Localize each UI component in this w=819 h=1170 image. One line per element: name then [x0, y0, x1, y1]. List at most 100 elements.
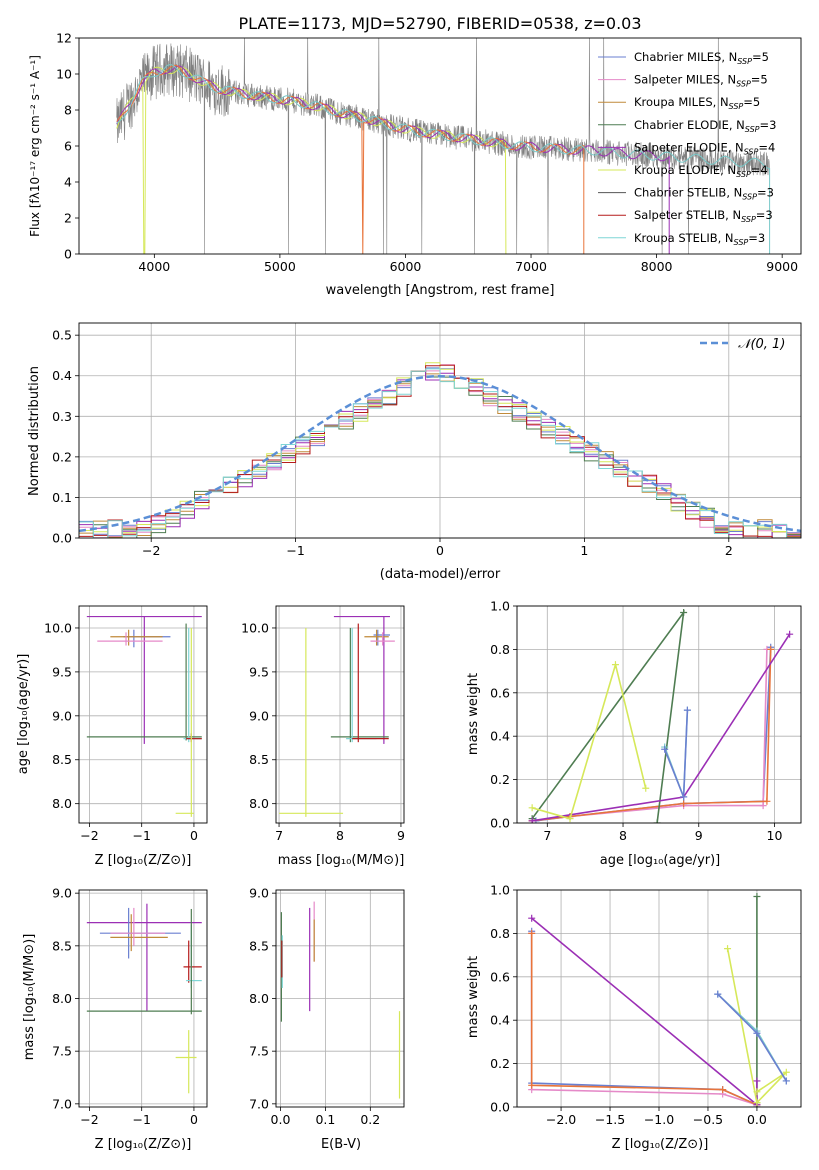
y-tick-label: 0.1 — [52, 490, 72, 505]
axes-frame — [78, 37, 802, 255]
y-tick-label: 0 — [64, 247, 72, 262]
series-marker — [680, 799, 688, 807]
legend-label: Kroupa ELODIE, NSSP=4 — [634, 163, 768, 179]
legend-label-main: Kroupa STELIB, N — [634, 231, 734, 245]
y-tick-label: 8.0 — [249, 991, 269, 1006]
legend-label-suffix: =5 — [743, 95, 760, 109]
spectrum-plot-area: 4000 5000 6000 7000 8000 9000 0 2 4 6 8 10 12 — [56, 31, 802, 274]
y-tick-label: 0.2 — [52, 449, 72, 464]
series-marker — [528, 1081, 536, 1089]
mass-z-xlabel: Z [log₁₀(Z/Z⊙)] — [95, 1137, 192, 1152]
x-tick-label: 8 — [619, 828, 627, 843]
x-tick-label: −2.0 — [546, 1112, 576, 1127]
series-marker — [753, 893, 761, 901]
age-mass-plot-area: 7 8 9 8.0 8.5 9.0 9.5 10.0 — [241, 605, 405, 843]
series-line — [531, 661, 647, 820]
x-tick-label: 0.0 — [271, 1112, 291, 1127]
legend-label: Chabrier STELIB, NSSP=3 — [634, 186, 774, 202]
x-tick-label: −1 — [286, 543, 304, 558]
axes-frame — [275, 889, 405, 1108]
x-tick-label: 0 — [190, 828, 198, 843]
series-marker — [753, 1029, 761, 1037]
legend-label: Chabrier MILES, NSSP=5 — [634, 50, 769, 66]
residual-histogram-panel: −2 −1 0 1 2 0.0 0.1 0.2 0.3 0.4 0.5 (data-model)/e… — [27, 322, 802, 582]
x-tick-label: −2 — [80, 1112, 98, 1127]
mass-vs-metallicity-panel: −2 −1 0 7.0 7.5 8.0 8.5 9.0 Z [log₁₀(Z/Z⊙)] mas… — [22, 886, 208, 1152]
x-tick-label: 2 — [725, 543, 733, 558]
y-tick-label: 8.5 — [249, 938, 269, 953]
series-line — [532, 649, 768, 822]
y-tick-label: 10 — [56, 67, 72, 82]
legend-label-sub: SSP — [736, 170, 751, 179]
x-tick-label: 0.2 — [360, 1112, 380, 1127]
mw-z-xlabel: Z [log₁₀(Z/Z⊙)] — [612, 1137, 709, 1152]
legend-label: Chabrier ELODIE, NSSP=3 — [634, 118, 776, 134]
x-tick-label: 5000 — [264, 259, 296, 274]
series-line — [530, 933, 758, 1106]
y-tick-label: 4 — [64, 175, 72, 190]
y-tick-label: 8.0 — [52, 796, 72, 811]
legend-label-suffix: =4 — [751, 163, 768, 177]
x-tick-label: 0 — [436, 543, 444, 558]
x-tick-label: −2 — [80, 828, 98, 843]
series-marker — [753, 1099, 761, 1107]
spectrum-xlabel: wavelength [Angstrom, rest frame] — [326, 283, 555, 298]
y-tick-label: 10.0 — [241, 620, 269, 635]
series-marker — [767, 645, 775, 653]
legend-label-main: Chabrier STELIB, N — [634, 186, 742, 200]
y-tick-label: 0.0 — [52, 531, 72, 546]
x-tick-label: 8000 — [641, 259, 673, 274]
legend-label: Kroupa MILES, NSSP=5 — [634, 95, 760, 111]
x-tick-label: 8 — [336, 828, 344, 843]
legend-label: Salpeter STELIB, NSSP=3 — [634, 208, 773, 224]
x-tick-label: 9000 — [766, 259, 798, 274]
spectrum-legend: Chabrier MILES, NSSP=5 Salpeter MILES, NS… — [598, 50, 776, 247]
y-tick-label: 9.0 — [249, 886, 269, 901]
y-tick-label: 0.8 — [490, 642, 510, 657]
x-tick-label: −2 — [142, 543, 160, 558]
spectrum-ylabel: Flux [fλ10⁻¹⁷ erg cm⁻² s⁻¹ A⁻¹] — [28, 55, 42, 237]
series-line — [532, 649, 772, 822]
series-marker — [786, 630, 794, 638]
series-marker — [653, 819, 661, 823]
normal-curve — [79, 374, 801, 533]
series-marker — [680, 609, 688, 617]
spectrum-panel: 4000 5000 6000 7000 8000 9000 0 2 4 6 8 10 12 wavele… — [28, 31, 802, 298]
x-tick-label: 7 — [543, 828, 551, 843]
series-marker — [759, 802, 767, 810]
mw-age-ylabel: mass weight — [466, 673, 481, 755]
age-vs-metallicity-panel: −2 −1 0 8.0 8.5 9.0 9.5 10.0 Z [log₁₀(Z/Z⊙)] ag… — [16, 605, 208, 868]
mw-age-xlabel: age [log₁₀(age/yr)] — [600, 853, 721, 868]
y-tick-label: 0.0 — [490, 816, 510, 831]
legend-label-suffix: =4 — [758, 140, 775, 154]
x-tick-label: −1.5 — [595, 1112, 625, 1127]
x-tick-label: −1 — [132, 828, 150, 843]
y-tick-label: 7.0 — [52, 1096, 72, 1111]
series-marker — [763, 797, 771, 805]
legend-label-main: Kroupa ELODIE, N — [634, 163, 736, 177]
x-tick-label: 10 — [767, 828, 783, 843]
axes-frame — [516, 889, 802, 1108]
axes-frame — [275, 605, 405, 824]
mass-z-ylabel: mass [log₁₀(M/M⊙)] — [22, 934, 37, 1061]
y-tick-label: 0.8 — [490, 926, 510, 941]
y-tick-label: 7.0 — [249, 1096, 269, 1111]
series-line — [663, 710, 689, 798]
legend-label: Salpeter MILES, NSSP=5 — [634, 73, 768, 89]
legend-label-suffix: =3 — [756, 208, 773, 222]
y-tick-label: 0.5 — [52, 328, 72, 343]
legend-label-suffix: =5 — [751, 73, 768, 87]
plot-content — [528, 893, 790, 1107]
legend-label-sub: SSP — [741, 215, 756, 224]
series-marker — [782, 1077, 790, 1085]
y-tick-label: 12 — [56, 31, 72, 46]
x-tick-label: 7000 — [515, 259, 547, 274]
plot-content — [86, 615, 202, 817]
axes-frame — [78, 889, 208, 1108]
series-marker — [528, 804, 536, 812]
y-tick-label: 8.0 — [249, 796, 269, 811]
model-spectrum-line — [116, 64, 585, 254]
histogram-ylabel: Normed distribution — [27, 366, 42, 496]
mass-vs-extinction-panel: 0.0 0.1 0.2 7.0 7.5 8.0 8.5 9.0 E(B-V) — [249, 886, 405, 1152]
